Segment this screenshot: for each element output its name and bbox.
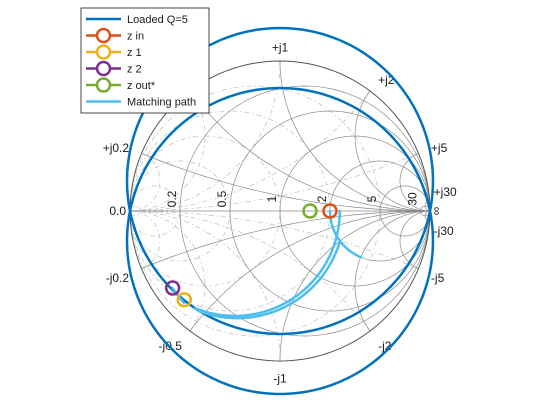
reactance-label: +j5 <box>431 141 448 155</box>
legend: Loaded Q=5 z in z 1 z 2 z out* Matching path <box>80 7 210 114</box>
resistance-label: 30 <box>405 192 419 206</box>
matching-path-segment <box>328 209 363 259</box>
reactance-label: -j30 <box>434 224 454 238</box>
legend-label: Loaded Q=5 <box>127 14 188 26</box>
admittance-b-arc <box>131 152 419 212</box>
reactance-label: -j1 <box>273 372 287 386</box>
legend-label: z 2 <box>127 64 142 76</box>
legend-label: Matching path <box>127 97 196 109</box>
admittance-g-circle <box>129 135 281 287</box>
reactance-label: +j1 <box>272 41 289 55</box>
marker-z-in <box>322 203 338 219</box>
legend-swatch-marker <box>95 60 112 77</box>
legend-swatch-marker <box>95 77 112 93</box>
series-loaded-q-circle-mirror <box>125 86 435 396</box>
legend-label: z in <box>127 31 144 43</box>
resistance-label: 0.2 <box>165 190 179 207</box>
marker-z-2 <box>164 280 181 296</box>
resistance-label: 1 <box>265 195 279 202</box>
admittance-b-arc <box>131 210 419 270</box>
reactance-arc <box>424 200 430 212</box>
admittance-g-circle <box>129 85 381 337</box>
legend-swatch-marker <box>95 27 112 44</box>
resistance-label: 0.5 <box>215 190 229 207</box>
resistance-label: 2 <box>315 195 329 202</box>
reactance-arc <box>189 210 429 332</box>
resistance-label: 5 <box>365 195 379 202</box>
legend-box <box>80 7 210 114</box>
legend-label: z out* <box>127 80 156 92</box>
legend-swatch-marker <box>95 44 112 60</box>
reactance-label: +j30 <box>434 185 457 199</box>
legend-label: z 1 <box>127 47 142 59</box>
reactance-arc <box>141 152 429 212</box>
marker-z-out- <box>302 203 318 219</box>
resistance-label: ∞ <box>429 207 443 216</box>
reactance-arc <box>424 210 430 222</box>
reactance-label: -j5 <box>431 271 445 285</box>
resistance-label: 0.0 <box>109 204 126 218</box>
reactance-label: -j0.5 <box>159 339 183 353</box>
admittance-b-arc <box>130 200 136 212</box>
admittance-b-arc <box>131 152 161 212</box>
reactance-label: +j0.2 <box>103 141 130 155</box>
reactance-label: -j0.2 <box>106 271 130 285</box>
marker-z-1 <box>176 291 193 308</box>
smith-series <box>125 26 435 396</box>
admittance-g-circle <box>129 160 231 262</box>
reactance-arc <box>141 210 429 270</box>
series-loaded-q-circle <box>125 26 435 336</box>
matching-path-segment <box>193 209 342 318</box>
matching-path-segment <box>196 239 342 320</box>
admittance-b-arc <box>130 210 136 222</box>
